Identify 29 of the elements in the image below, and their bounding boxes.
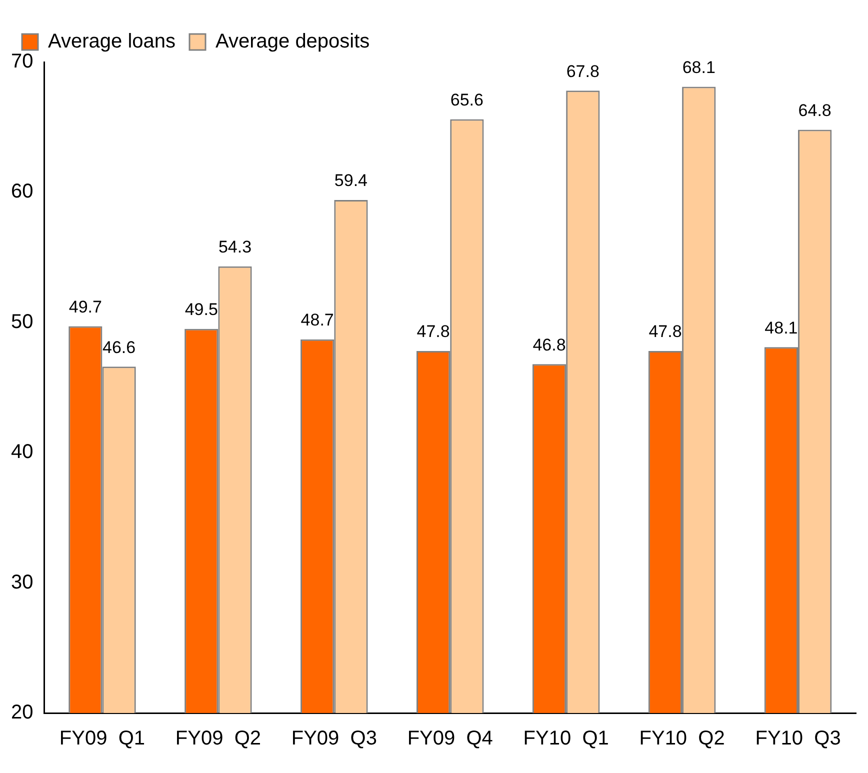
data-label: 49.7 [68, 297, 102, 316]
y-tick-label: 60 [10, 180, 34, 203]
data-label: 54.3 [218, 238, 252, 257]
data-label: 65.6 [450, 90, 484, 110]
y-tick-label: 50 [10, 310, 34, 333]
data-label: 68.1 [682, 58, 716, 77]
x-tick-label: FY10 Q1 [523, 728, 609, 750]
data-label: 49.5 [184, 300, 218, 320]
legend-label: Average deposits [216, 30, 370, 53]
x-tick-label: FY09 Q3 [291, 728, 377, 750]
y-tick-label: 20 [10, 702, 34, 724]
data-label: 47.8 [416, 322, 450, 342]
y-tick-label: 30 [10, 571, 34, 594]
x-tick-label: FY09 Q2 [175, 728, 261, 750]
x-tick-label: FY10 Q3 [755, 728, 841, 750]
data-label: 59.4 [334, 171, 368, 190]
data-label: 46.8 [532, 335, 566, 354]
y-tick-label: 70 [10, 50, 34, 73]
x-tick-label: FY09 Q1 [59, 728, 146, 750]
data-label: 46.6 [102, 338, 136, 357]
data-label: 48.7 [300, 310, 334, 330]
legend-label: Average loans [48, 30, 176, 53]
data-label: 48.1 [764, 318, 798, 338]
y-tick-label: 40 [10, 441, 34, 464]
x-tick-label: FY09 Q4 [407, 728, 493, 750]
x-tick-label: FY10 Q2 [639, 728, 725, 750]
data-label: 67.8 [566, 62, 600, 81]
data-label: 47.8 [648, 322, 682, 342]
data-label: 64.8 [798, 100, 832, 120]
